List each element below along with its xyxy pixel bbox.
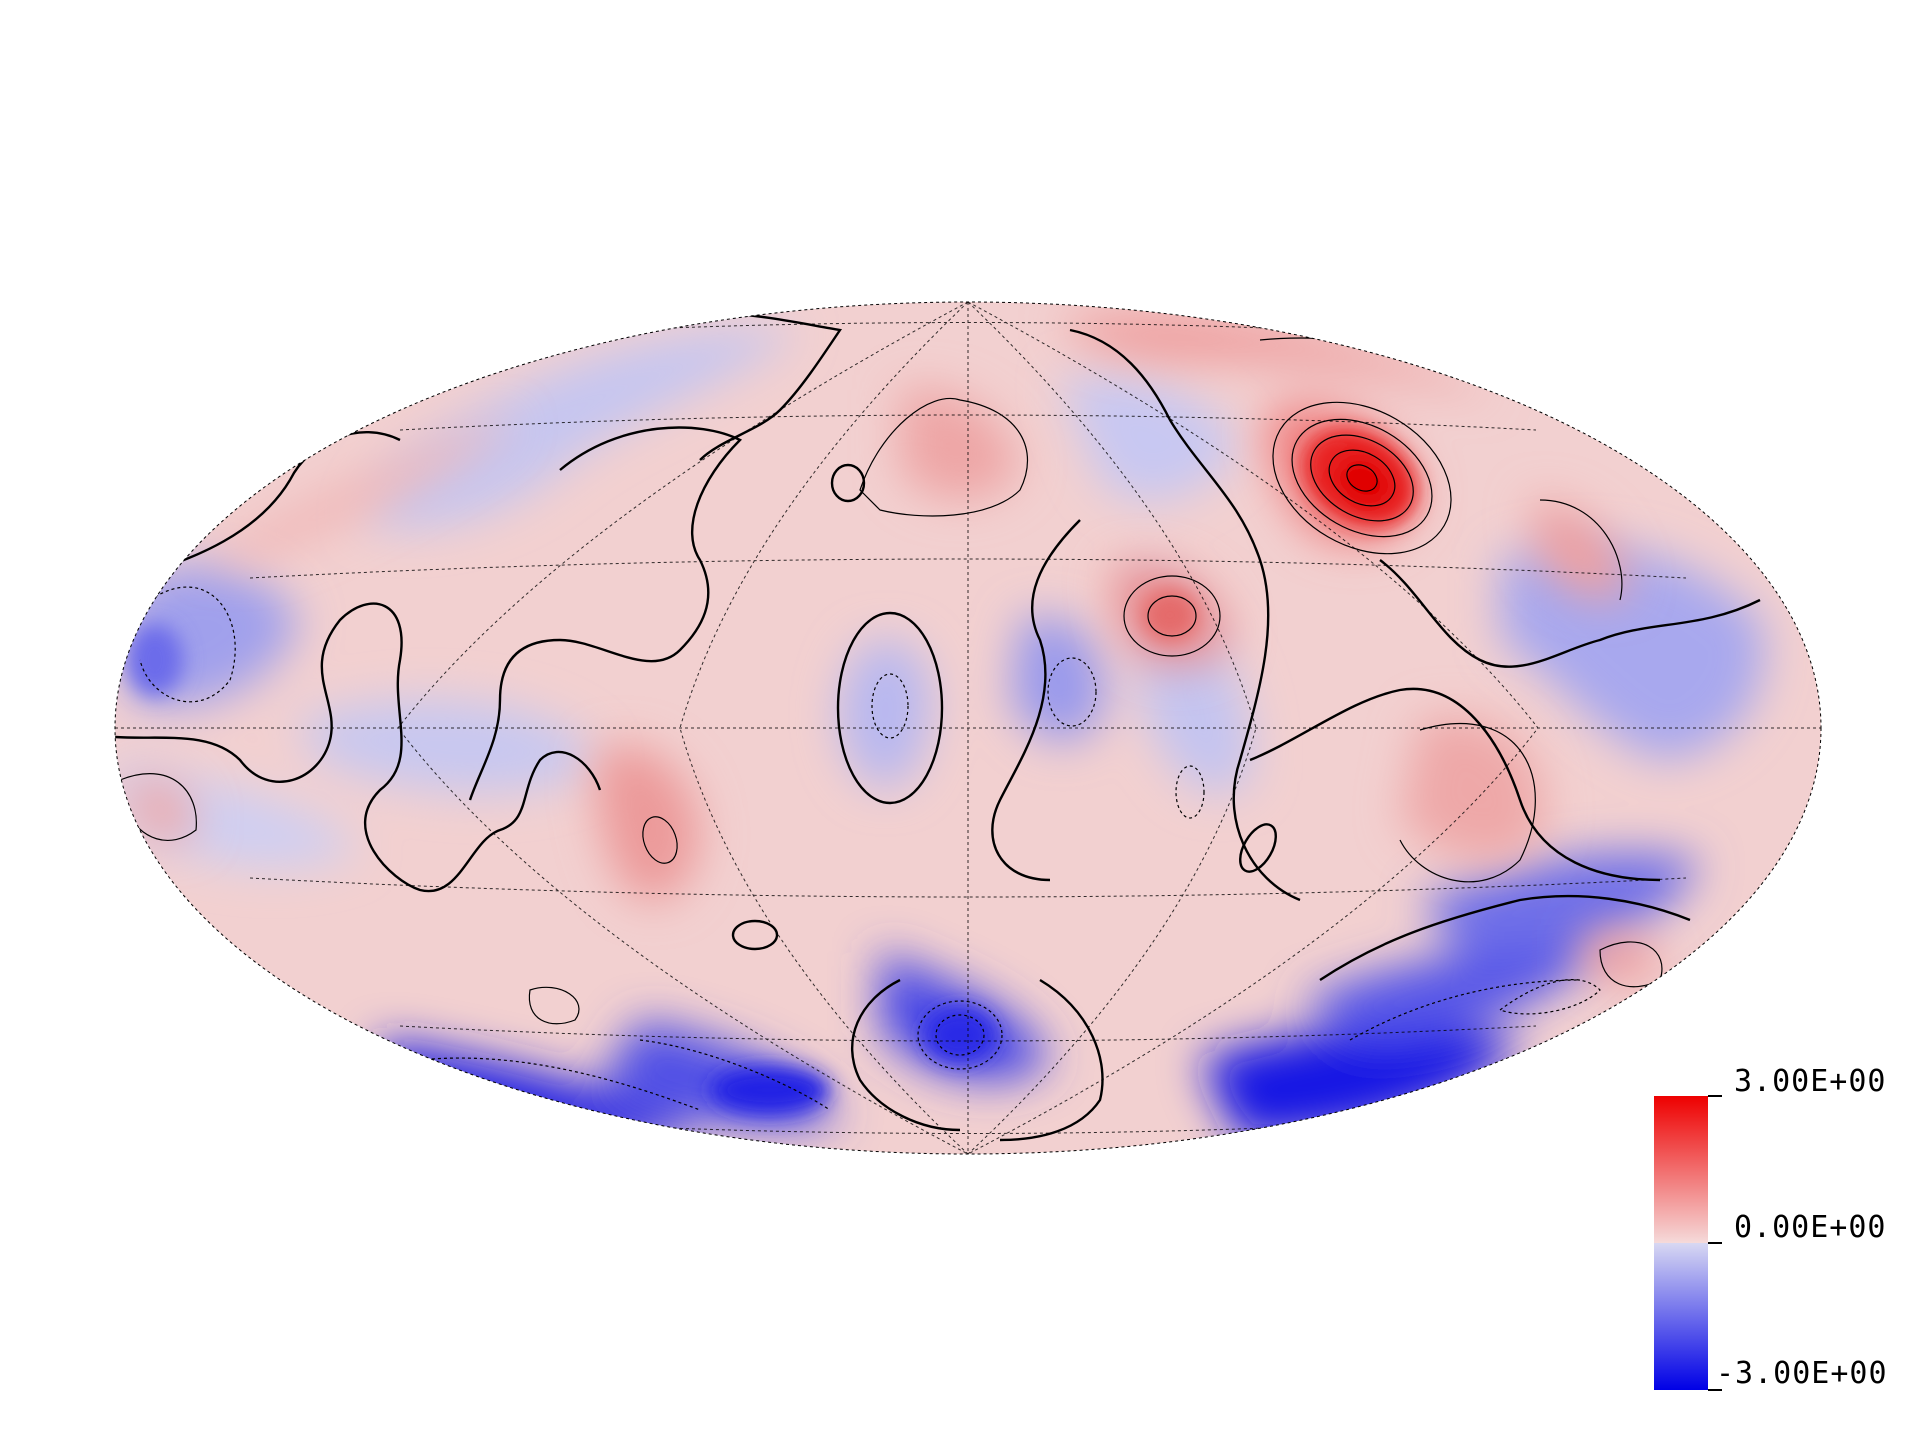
colorbar-max-label: 3.00E+00 — [1734, 1064, 1887, 1099]
colorbar — [1654, 1095, 1722, 1391]
colorbar-min-label: -3.00E+00 — [1716, 1356, 1888, 1391]
graticule — [115, 302, 1821, 1154]
colorbar-mid-label: 0.00E+00 — [1734, 1210, 1887, 1245]
map-boundary — [114, 301, 1822, 1155]
colorbar-gradient — [1654, 1096, 1708, 1390]
contour-lines — [115, 310, 1761, 1142]
temperature-field — [115, 302, 1821, 1154]
